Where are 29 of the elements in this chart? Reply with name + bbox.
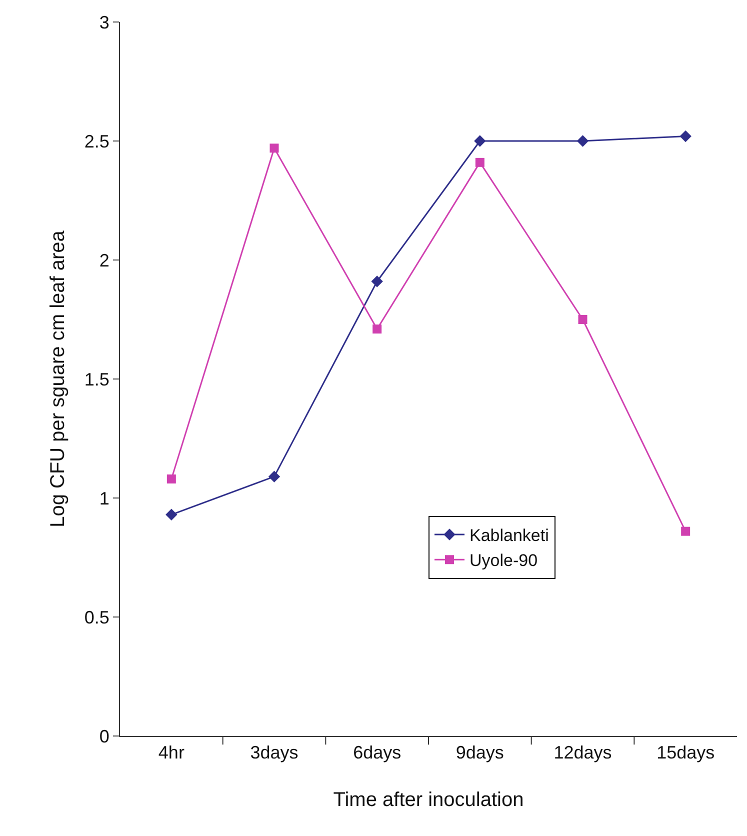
- point: [681, 526, 690, 536]
- y-tick-label: 0.5: [84, 607, 110, 628]
- point: [268, 470, 280, 482]
- legend-label: Kablanketi: [470, 526, 549, 546]
- y-tick-label: 2.5: [84, 131, 110, 152]
- y-tick-label: 0: [99, 726, 110, 746]
- y-tick-label: 1: [99, 488, 110, 508]
- point: [576, 135, 589, 147]
- point: [680, 130, 692, 142]
- x-tick-label: 6days: [353, 742, 402, 763]
- point: [371, 276, 383, 288]
- y-tick-label: 2: [99, 250, 110, 270]
- x-tick-label: 4hr: [158, 742, 184, 763]
- y-axis-title: Log CFU per sguare cm leaf area: [46, 230, 69, 528]
- x-tick-label: 9days: [456, 742, 504, 763]
- point: [475, 158, 484, 167]
- y-tick-label: 3: [99, 12, 110, 32]
- point: [372, 324, 382, 334]
- point: [166, 508, 178, 521]
- x-tick-label: 12days: [554, 742, 612, 763]
- point: [270, 144, 279, 153]
- x-tick-label: 15days: [656, 742, 715, 763]
- point: [578, 315, 588, 324]
- x-axis-title: Time after inoculation: [333, 789, 524, 811]
- x-tick-label: 3days: [250, 742, 298, 763]
- legend-label: Uyole-90: [470, 551, 538, 570]
- point: [474, 135, 486, 147]
- y-tick-label: 1.5: [84, 369, 110, 390]
- point: [166, 474, 176, 484]
